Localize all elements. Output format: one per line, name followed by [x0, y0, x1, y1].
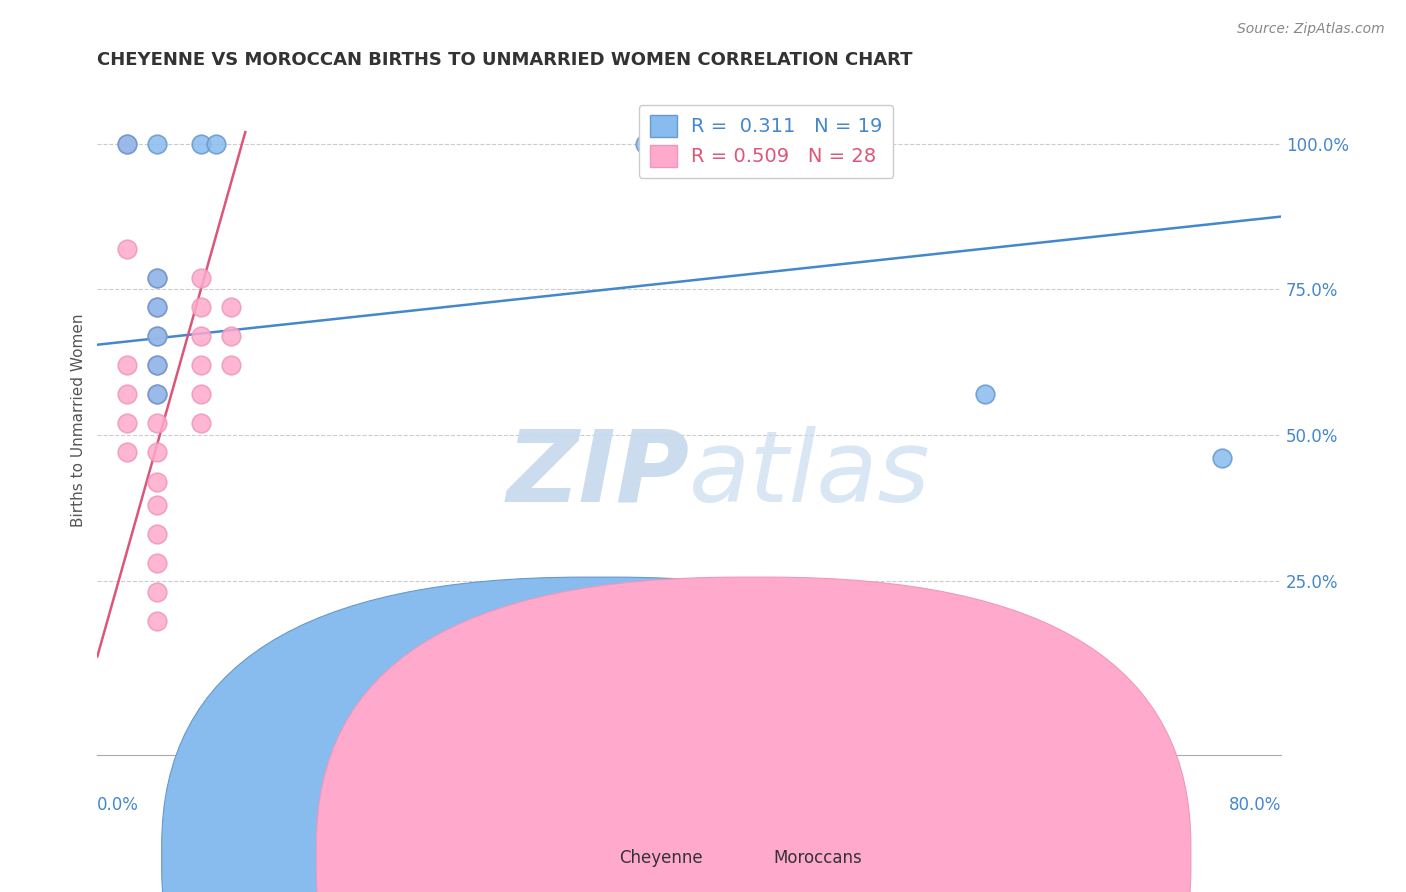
Y-axis label: Births to Unmarried Women: Births to Unmarried Women [72, 314, 86, 527]
Point [219, 329, 242, 343]
Point [115, 358, 138, 372]
Legend: R =  0.311   N = 19, R = 0.509   N = 28: R = 0.311 N = 19, R = 0.509 N = 28 [638, 104, 893, 178]
Text: 80.0%: 80.0% [1229, 796, 1281, 814]
Point [115, 445, 138, 459]
Point [1403, 136, 1406, 151]
Point [219, 300, 242, 314]
Point [145, 300, 167, 314]
Point [634, 136, 657, 151]
Point [115, 136, 138, 151]
Point [145, 358, 167, 372]
Text: Cheyenne: Cheyenne [619, 849, 702, 867]
Point [145, 387, 167, 401]
Text: 0.0%: 0.0% [97, 796, 139, 814]
Point [737, 136, 759, 151]
Text: atlas: atlas [689, 425, 931, 523]
Text: Moroccans: Moroccans [773, 849, 862, 867]
Point [145, 475, 167, 489]
Point [190, 358, 212, 372]
Point [145, 417, 167, 431]
Point [145, 387, 167, 401]
Point [190, 417, 212, 431]
Point [115, 136, 138, 151]
Point [190, 300, 212, 314]
Point [115, 417, 138, 431]
Point [145, 358, 167, 372]
Point [145, 585, 167, 599]
Point [145, 270, 167, 285]
Point [145, 300, 167, 314]
Point [190, 270, 212, 285]
Text: CHEYENNE VS MOROCCAN BIRTHS TO UNMARRIED WOMEN CORRELATION CHART: CHEYENNE VS MOROCCAN BIRTHS TO UNMARRIED… [97, 51, 912, 69]
Point [145, 498, 167, 512]
Point [145, 527, 167, 541]
Text: Source: ZipAtlas.com: Source: ZipAtlas.com [1237, 22, 1385, 37]
Point [219, 358, 242, 372]
Point [145, 556, 167, 570]
Point [145, 445, 167, 459]
Point [204, 136, 226, 151]
Point [145, 136, 167, 151]
Point [115, 387, 138, 401]
Point [145, 329, 167, 343]
Point [1211, 451, 1233, 466]
Point [115, 242, 138, 256]
Point [145, 329, 167, 343]
Point [145, 270, 167, 285]
Point [190, 329, 212, 343]
Point [190, 387, 212, 401]
Point [974, 387, 997, 401]
Point [190, 136, 212, 151]
Text: ZIP: ZIP [506, 425, 689, 523]
Point [145, 615, 167, 629]
